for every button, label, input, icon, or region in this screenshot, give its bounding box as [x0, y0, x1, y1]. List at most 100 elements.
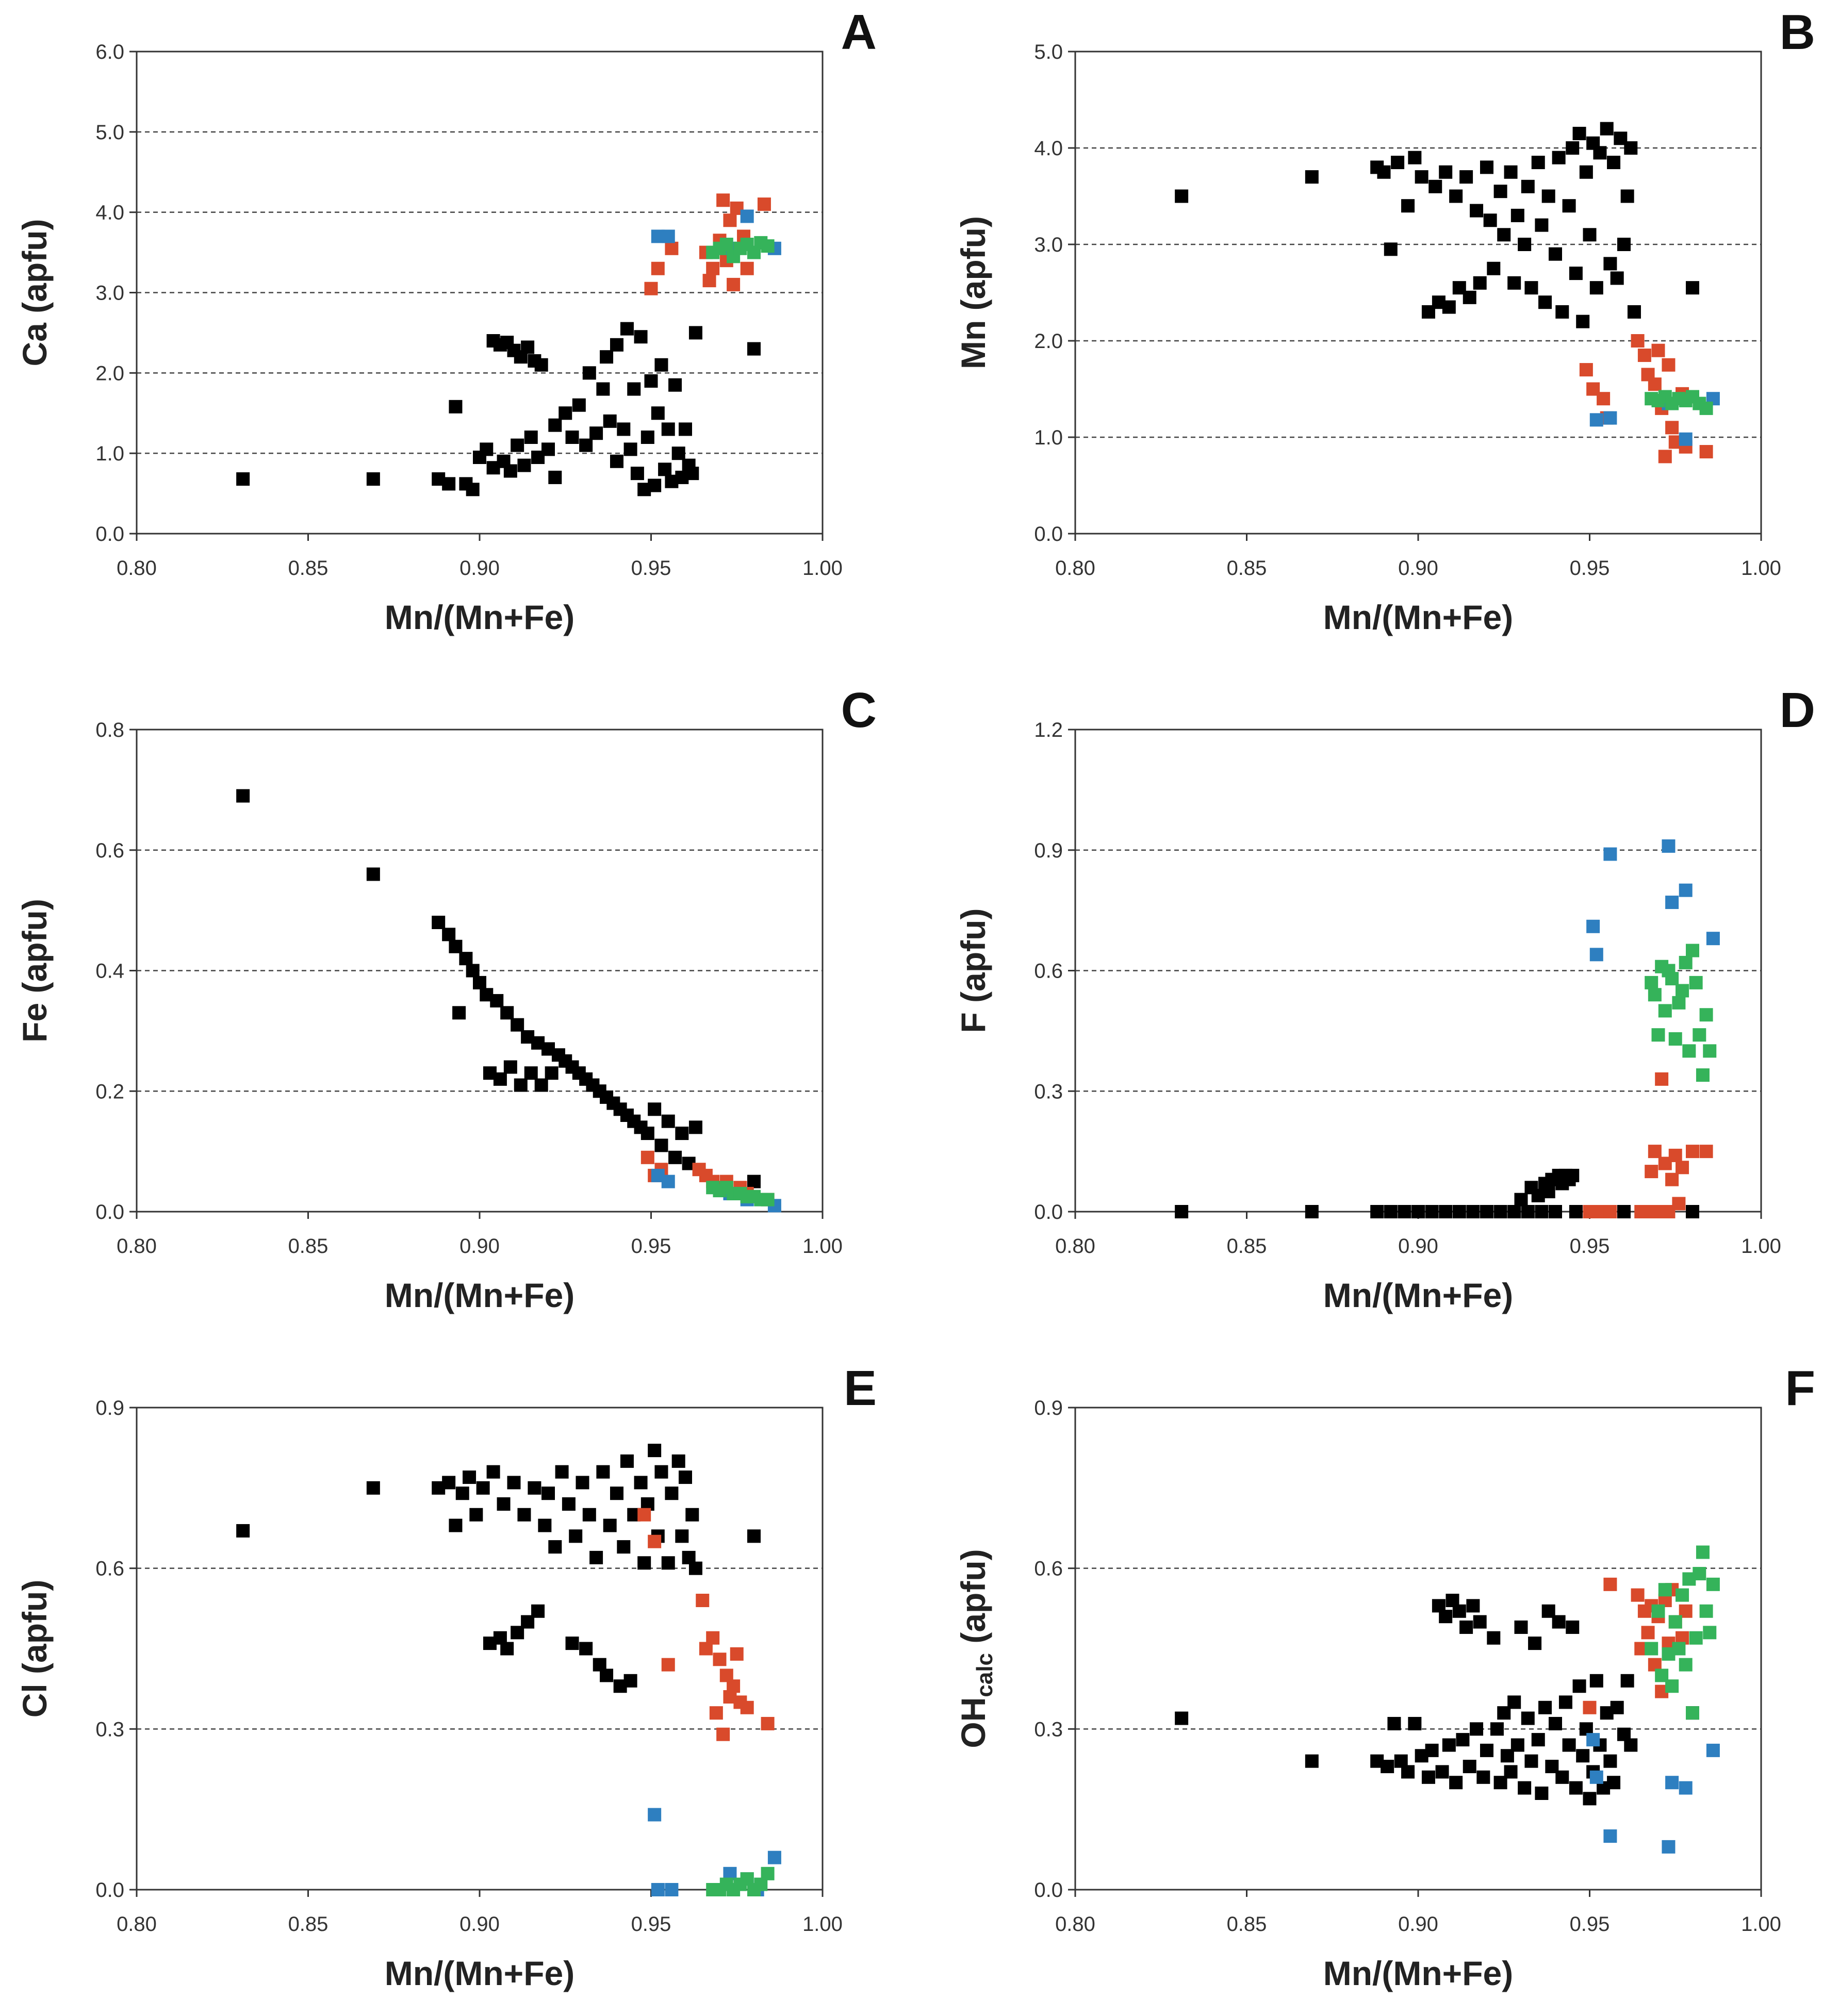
data-point	[1589, 948, 1603, 962]
y-tick-label: 0.4	[95, 960, 124, 983]
data-point	[767, 1850, 781, 1864]
data-point	[449, 400, 463, 414]
data-point	[1435, 1765, 1449, 1779]
y-tick-label: 0.3	[1034, 1718, 1063, 1741]
data-point	[727, 277, 741, 291]
data-point	[1566, 1620, 1580, 1634]
data-point	[1597, 392, 1611, 406]
data-point	[671, 1454, 685, 1468]
data-point	[442, 1476, 456, 1490]
data-point	[514, 1078, 528, 1092]
data-point	[1645, 976, 1658, 989]
x-tick-label: 1.00	[802, 557, 843, 580]
data-point	[668, 1150, 682, 1164]
data-point	[685, 1508, 699, 1522]
data-point	[1706, 1743, 1720, 1757]
y-tick-label: 0.9	[1034, 839, 1063, 862]
data-point	[1175, 1205, 1189, 1218]
data-point	[1549, 1205, 1562, 1218]
data-point	[702, 274, 716, 288]
data-point	[1415, 170, 1428, 184]
x-tick-label: 0.90	[1398, 557, 1438, 580]
data-point	[1504, 1765, 1518, 1779]
data-point	[1610, 1700, 1624, 1714]
data-point	[1679, 432, 1693, 446]
panel-b-letter: B	[1780, 5, 1815, 60]
data-point	[1651, 1604, 1665, 1618]
x-tick-label: 0.95	[1570, 557, 1610, 580]
data-point	[1535, 218, 1549, 232]
panel-b-x-axis-label: Mn/(Mn+Fe)	[1323, 598, 1513, 636]
data-point	[1487, 261, 1501, 275]
data-point	[1569, 267, 1583, 280]
x-tick-label: 0.95	[631, 557, 671, 580]
data-point	[610, 1486, 623, 1500]
data-point	[1672, 1197, 1686, 1211]
y-tick-label: 0.2	[95, 1080, 124, 1103]
data-point	[644, 282, 658, 295]
data-point	[1566, 141, 1580, 155]
panel-d-letter: D	[1780, 683, 1815, 738]
data-point	[1480, 1743, 1493, 1757]
data-point	[1586, 1733, 1600, 1747]
data-point	[630, 467, 644, 481]
data-point	[1421, 1770, 1435, 1784]
panel-a-y-axis-label: Ca (apfu)	[15, 219, 54, 367]
data-point	[740, 261, 754, 275]
data-point	[1610, 271, 1624, 285]
data-point	[589, 1550, 603, 1564]
panel-b: 0.0 1.0 2.0 3.0 4.0 5.0 0.80 0.85 0.90 0.95 1.00 Mn…	[954, 5, 1815, 636]
data-point	[1679, 883, 1693, 897]
y-tick-label: 0.0	[1034, 523, 1063, 546]
data-point	[747, 1175, 761, 1188]
panel-d-series-4	[1645, 944, 1717, 1082]
data-point	[1566, 1168, 1580, 1182]
data-point	[1305, 1205, 1319, 1218]
data-point	[1686, 1145, 1699, 1159]
y-tick-label: 0.0	[1034, 1201, 1063, 1224]
data-point	[432, 916, 446, 929]
data-point	[455, 1486, 469, 1500]
data-point	[1593, 146, 1607, 160]
data-point	[1439, 1610, 1453, 1624]
data-point	[548, 418, 562, 432]
data-point	[1391, 156, 1405, 170]
data-point	[617, 1540, 631, 1554]
panel-a-letter: A	[841, 5, 877, 60]
data-point	[1703, 1044, 1717, 1058]
data-point	[1549, 1716, 1562, 1730]
y-tick-label: 0.0	[95, 1879, 124, 1902]
data-point	[1651, 343, 1665, 357]
x-tick-label: 0.95	[631, 1235, 671, 1258]
data-point	[1549, 247, 1562, 261]
y-tick-label: 6.0	[95, 41, 124, 63]
y-tick-label: 3.0	[95, 282, 124, 305]
data-point	[1665, 896, 1679, 910]
data-point	[503, 464, 517, 478]
data-point	[596, 382, 610, 396]
data-point	[1662, 1840, 1676, 1854]
data-point	[1473, 1615, 1487, 1629]
data-point	[1607, 156, 1621, 170]
x-tick-label: 1.00	[1741, 557, 1781, 580]
panel-a: 0.0 1.0 2.0 3.0 4.0 5.0 6.0 0.80 0.85 0.90 0.95 1.0…	[15, 5, 877, 636]
data-point	[640, 431, 654, 444]
panel-f-series-4	[1645, 1545, 1720, 1720]
panel-f: 0.0 0.3 0.6 0.9 0.80 0.85 0.90 0.95 1.00 Mn/(Mn+F…	[954, 1361, 1815, 1992]
data-point	[1689, 976, 1703, 989]
y-tick-label: 0.6	[1034, 1558, 1063, 1580]
x-tick-label: 0.85	[1227, 1913, 1267, 1936]
data-point	[610, 454, 623, 468]
data-point	[1524, 1754, 1538, 1768]
data-point	[1658, 450, 1672, 464]
data-point	[757, 197, 771, 211]
data-point	[1665, 1172, 1679, 1186]
data-point	[1569, 1205, 1583, 1218]
data-point	[685, 467, 699, 481]
data-point	[1696, 1545, 1710, 1559]
data-point	[1699, 401, 1713, 415]
data-point	[665, 1883, 679, 1896]
data-point	[1535, 1787, 1549, 1800]
panel-f-gridlines	[1075, 1567, 1761, 1730]
data-point	[476, 1481, 490, 1495]
